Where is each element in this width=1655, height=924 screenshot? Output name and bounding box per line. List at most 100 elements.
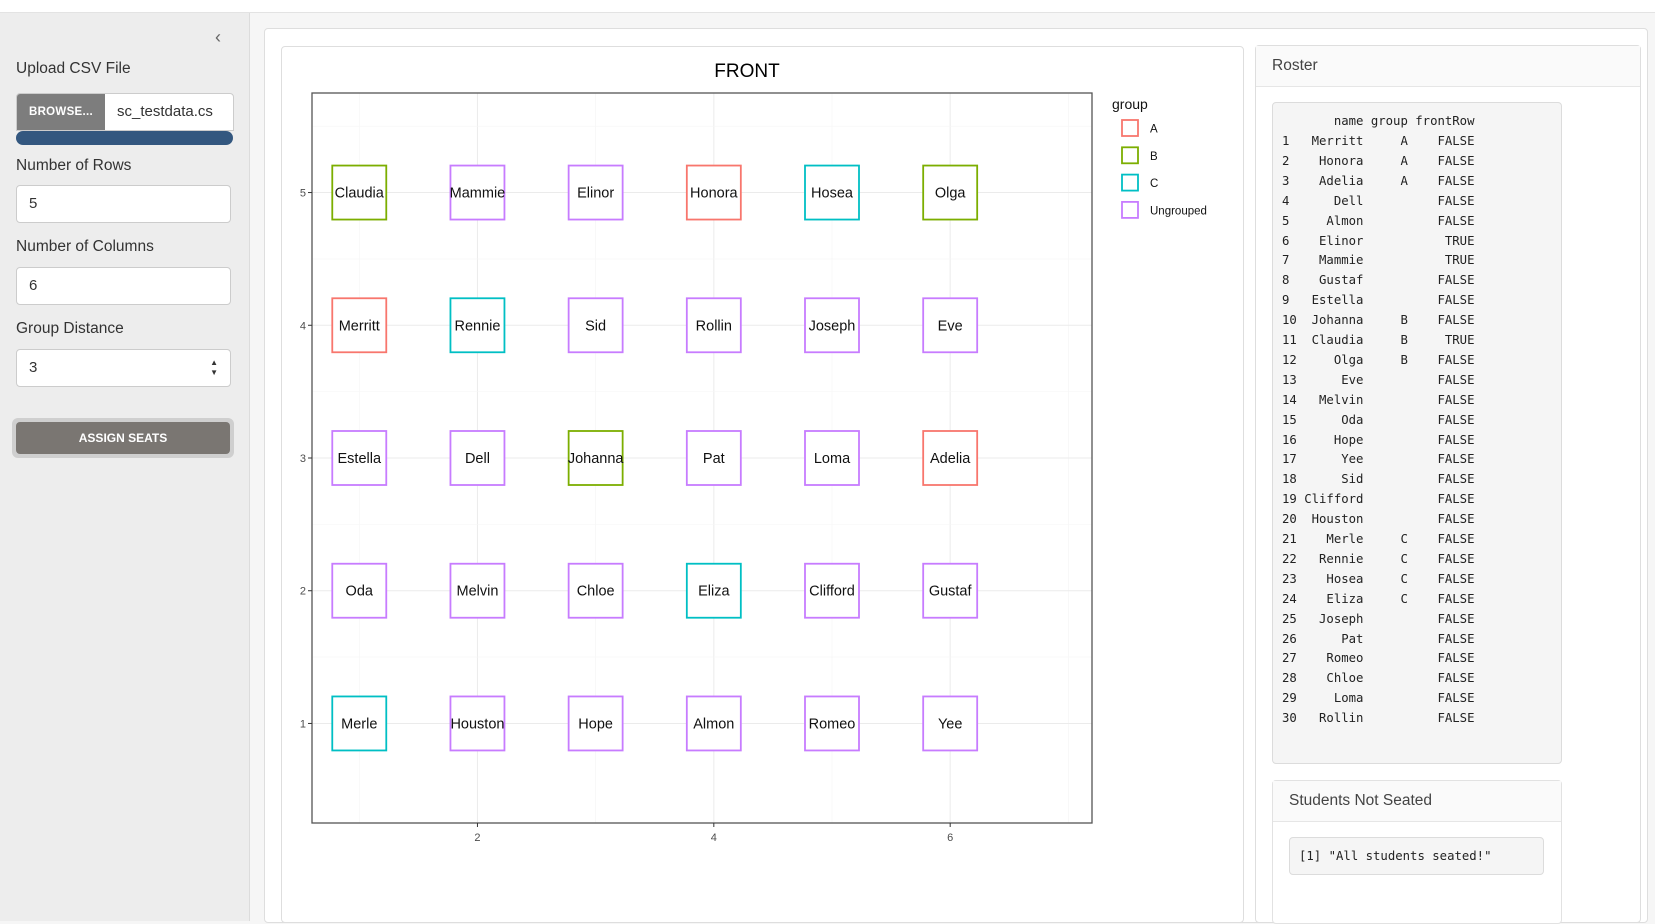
seat-box (685, 562, 742, 619)
y-tick-label: 5 (300, 188, 306, 200)
seat-box (804, 164, 860, 221)
file-input[interactable]: BROWSE... sc_testdata.cs (16, 93, 234, 131)
not-seated-panel: Students Not Seated [1] "All students se… (1272, 780, 1562, 924)
roster-row: 14 Melvin FALSE (1282, 392, 1475, 407)
roster-row: 18 Sid FALSE (1282, 472, 1475, 487)
roster-row: 30 Rollin FALSE (1282, 711, 1475, 726)
group-distance-input[interactable]: 3 ▲ ▼ (16, 349, 231, 387)
top-bar (0, 0, 1655, 13)
roster-row: 3 Adelia A FALSE (1282, 173, 1475, 188)
columns-label: Number of Columns (16, 238, 154, 255)
seat-name-label: Loma (814, 451, 851, 467)
roster-row: 2 Honora A FALSE (1282, 153, 1475, 168)
seat-box (567, 430, 624, 486)
seat-name-label: Joseph (809, 318, 856, 334)
legend-title: group (1112, 96, 1148, 112)
seat-name-label: Olga (935, 186, 967, 202)
assign-seats-button[interactable]: ASSIGN SEATS (16, 422, 230, 454)
roster-row: 4 Dell FALSE (1282, 193, 1475, 208)
roster-row: 13 Eve FALSE (1282, 372, 1475, 387)
roster-row: 19 Clifford FALSE (1282, 492, 1475, 507)
legend-swatch (1121, 146, 1139, 165)
roster-row: 27 Romeo FALSE (1282, 651, 1475, 666)
roster-row: 6 Elinor TRUE (1282, 233, 1475, 248)
seat-name-label: Hosea (811, 186, 854, 202)
seat-box (922, 430, 979, 486)
rows-input[interactable]: 5 (16, 185, 231, 223)
roster-row: 26 Pat FALSE (1282, 631, 1475, 646)
seat-name-label: Johanna (568, 451, 625, 467)
seat-name-label: Honora (690, 186, 738, 202)
roster-row: 21 Merle C FALSE (1282, 532, 1475, 546)
not-seated-output: [1] "All students seated!" (1289, 837, 1544, 875)
upload-progress-bar (16, 131, 233, 145)
roster-row: 7 Mammie TRUE (1282, 253, 1475, 268)
x-tick-label: 2 (474, 832, 480, 844)
seat-name-label: Dell (465, 451, 490, 467)
roster-panel: Roster name group frontRow 1 Merritt A F… (1255, 45, 1641, 924)
roster-title: Roster (1272, 57, 1318, 74)
roster-row: 10 Johanna B FALSE (1282, 313, 1475, 328)
roster-row: 24 Eliza C FALSE (1282, 591, 1475, 606)
seat-box (331, 297, 388, 354)
seat-name-label: Oda (346, 584, 374, 600)
seat-name-label: Rennie (454, 318, 500, 334)
x-tick-label: 6 (947, 832, 953, 844)
assign-seats-focus-ring: ASSIGN SEATS (12, 418, 234, 458)
roster-row: 28 Chloe FALSE (1282, 671, 1475, 686)
seat-name-label: Yee (938, 716, 962, 732)
seat-box (804, 562, 860, 619)
legend-label: C (1150, 178, 1158, 190)
y-tick-label: 1 (300, 718, 306, 730)
y-tick-label: 3 (300, 453, 306, 465)
browse-button[interactable]: BROWSE... (17, 94, 105, 130)
rows-label: Number of Rows (16, 157, 132, 174)
seat-box (685, 297, 742, 354)
seat-name-label: Almon (693, 716, 734, 732)
roster-row: 9 Estella FALSE (1282, 293, 1475, 308)
roster-row: 11 Claudia B TRUE (1282, 333, 1475, 347)
chevron-left-icon[interactable]: ‹ (215, 27, 221, 47)
seat-name-label: Romeo (809, 716, 856, 732)
seat-box (567, 695, 624, 752)
seat-box (567, 297, 624, 354)
seat-name-label: Adelia (930, 451, 971, 467)
seat-name-label: Claudia (335, 186, 385, 202)
x-tick-label: 4 (711, 832, 717, 844)
roster-row: 25 Joseph FALSE (1282, 611, 1475, 626)
legend-label: Ungrouped (1150, 205, 1207, 217)
roster-row: 15 Oda FALSE (1282, 412, 1475, 427)
not-seated-header: Students Not Seated (1273, 781, 1561, 822)
seat-name-label: Houston (450, 716, 504, 732)
seat-box (331, 430, 388, 486)
seat-name-label: Hope (578, 716, 613, 732)
seat-name-label: Gustaf (929, 584, 973, 600)
roster-row: 16 Hope FALSE (1282, 432, 1475, 447)
seat-box (449, 562, 506, 619)
group-distance-label: Group Distance (16, 320, 124, 337)
y-tick-label: 2 (300, 586, 306, 598)
seat-name-label: Merle (341, 716, 377, 732)
seat-box (685, 695, 742, 752)
seat-box (567, 562, 624, 619)
seat-name-label: Merritt (339, 318, 380, 334)
columns-input[interactable]: 6 (16, 267, 231, 305)
upload-label: Upload CSV File (16, 60, 131, 77)
seat-box (449, 164, 506, 221)
group-distance-value: 3 (29, 359, 38, 376)
roster-row: 22 Rennie C FALSE (1282, 551, 1475, 566)
stepper-arrows-icon[interactable]: ▲ ▼ (210, 358, 218, 377)
seat-box (449, 695, 506, 752)
seat-name-label: Sid (585, 318, 606, 334)
seat-box (685, 430, 742, 486)
roster-row: 12 Olga B FALSE (1282, 352, 1475, 367)
legend-swatch (1121, 200, 1139, 219)
seat-box (922, 164, 979, 221)
seat-box (449, 297, 506, 354)
seat-box (331, 695, 388, 752)
seat-name-label: Rollin (696, 318, 732, 334)
seat-box (804, 430, 860, 486)
seat-box (922, 562, 979, 619)
roster-output: name group frontRow 1 Merritt A FALSE 2 H… (1272, 102, 1562, 764)
upload-progress-fill (16, 131, 233, 145)
